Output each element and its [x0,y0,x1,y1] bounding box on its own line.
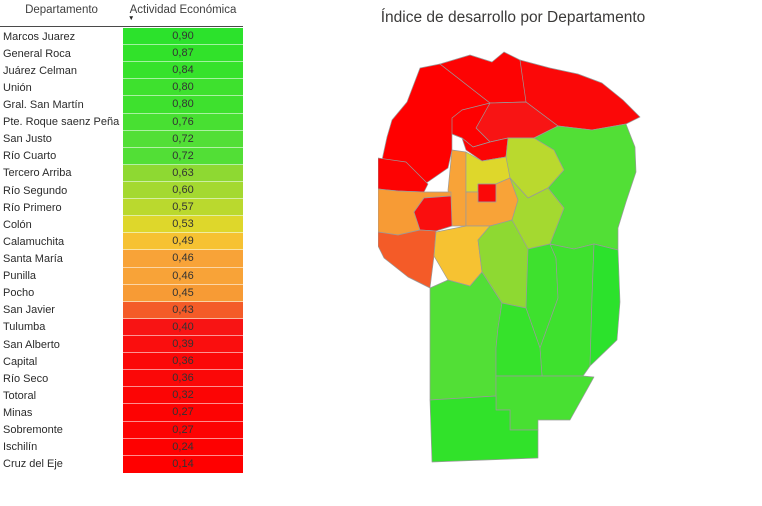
department-name-cell[interactable]: Santa María [0,250,123,268]
table-row[interactable]: Marcos Juarez 0,90 [0,28,243,46]
map-region-punilla[interactable]: Punilla 0,46 [447,149,467,227]
map-region-capital[interactable]: Capital 0,36 [477,183,497,203]
activity-value-cell[interactable]: 0,43 [123,301,243,319]
map-title: Índice de desarrollo por Departamento [380,9,646,26]
activity-value-cell[interactable]: 0,84 [123,62,243,80]
table-row[interactable]: Capital 0,36 [0,353,243,371]
column-header-departamento[interactable]: Departamento [25,4,98,16]
department-name-cell[interactable]: Cruz del Eje [0,455,123,473]
department-name-cell[interactable]: San Alberto [0,335,123,354]
table-row[interactable]: San Javier 0,43 [0,301,243,319]
table-visual: Departamento Actividad Económica ▼ Marco… [0,0,244,480]
activity-value-cell[interactable]: 0,27 [123,421,243,439]
activity-value-cell[interactable]: 0,39 [123,335,243,354]
activity-value-cell[interactable]: 0,80 [123,79,243,97]
department-name-cell[interactable]: Río Segundo [0,181,123,200]
table-row[interactable]: Río Seco 0,36 [0,370,243,388]
activity-value-cell[interactable]: 0,72 [123,147,243,165]
table-row[interactable]: General Roca 0,87 [0,45,243,63]
department-name-cell[interactable]: Tulumba [0,318,123,336]
department-name-cell[interactable]: Pocho [0,284,123,302]
table-row[interactable]: Pocho 0,45 [0,284,243,302]
map-region-rio-cuarto[interactable]: Río Cuarto 0,72 [429,271,503,401]
department-name-cell[interactable]: San Javier [0,301,123,319]
activity-value-cell[interactable]: 0,32 [123,387,243,405]
department-name-cell[interactable]: Sobremonte [0,421,123,439]
department-name-cell[interactable]: Unión [0,79,123,97]
sort-descending-icon[interactable]: ▼ [128,15,135,22]
map-region-marcos-juarez[interactable]: Marcos Juarez 0,90 [589,243,621,367]
table-row[interactable]: Cruz del Eje 0,14 [0,455,243,473]
department-name-cell[interactable]: Juárez Celman [0,62,123,80]
department-name-cell[interactable]: Río Seco [0,370,123,388]
activity-value-cell[interactable]: 0,72 [123,130,243,148]
table-row[interactable]: Sobremonte 0,27 [0,421,243,439]
activity-value-cell[interactable]: 0,57 [123,199,243,217]
department-name-cell[interactable]: Gral. San Martín [0,96,123,114]
activity-value-cell[interactable]: 0,14 [123,455,243,473]
table-row[interactable]: San Alberto 0,39 [0,335,243,354]
table-row[interactable]: Juárez Celman 0,84 [0,62,243,80]
department-name-cell[interactable]: Minas [0,404,123,422]
activity-value-cell[interactable]: 0,60 [123,181,243,200]
department-name-cell[interactable]: Punilla [0,267,123,285]
table-row[interactable]: Tulumba 0,40 [0,318,243,336]
department-name-cell[interactable]: Capital [0,353,123,371]
table-row[interactable]: San Justo 0,72 [0,130,243,148]
table-row[interactable]: Punilla 0,46 [0,267,243,285]
activity-value-cell[interactable]: 0,45 [123,284,243,302]
activity-value-cell[interactable]: 0,49 [123,233,243,251]
activity-value-cell[interactable]: 0,46 [123,250,243,268]
map-region-san-javier[interactable]: San Javier 0,43 [378,229,437,289]
activity-value-cell[interactable]: 0,27 [123,404,243,422]
department-name-cell[interactable]: Colón [0,216,123,234]
department-name-cell[interactable]: Totoral [0,387,123,405]
activity-value-cell[interactable]: 0,46 [123,267,243,285]
department-name-cell[interactable]: Marcos Juarez [0,28,123,46]
table-body: Marcos Juarez 0,90 General Roca 0,87 Juárez … [0,28,243,473]
activity-value-cell[interactable]: 0,40 [123,318,243,336]
activity-value-cell[interactable]: 0,90 [123,28,243,46]
table-row[interactable]: Pte. Roque saenz Peña 0,76 [0,113,243,131]
department-name-cell[interactable]: General Roca [0,45,123,63]
table-row[interactable]: Río Primero 0,57 [0,199,243,217]
department-name-cell[interactable]: Río Cuarto [0,147,123,165]
activity-value-cell[interactable]: 0,63 [123,164,243,182]
activity-value-cell[interactable]: 0,76 [123,113,243,131]
table-row[interactable]: Río Segundo 0,60 [0,181,243,200]
table-row[interactable]: Calamuchita 0,49 [0,233,243,251]
department-name-cell[interactable]: San Justo [0,130,123,148]
activity-value-cell[interactable]: 0,53 [123,216,243,234]
table-row[interactable]: Santa María 0,46 [0,250,243,268]
activity-value-cell[interactable]: 0,87 [123,45,243,63]
table-row[interactable]: Totoral 0,32 [0,387,243,405]
department-name-cell[interactable]: Río Primero [0,199,123,217]
table-row[interactable]: Minas 0,27 [0,404,243,422]
department-name-cell[interactable]: Tercero Arriba [0,164,123,182]
department-name-cell[interactable]: Calamuchita [0,233,123,251]
department-name-cell[interactable]: Pte. Roque saenz Peña [0,113,123,131]
activity-value-cell[interactable]: 0,36 [123,353,243,371]
table-header: Departamento Actividad Económica ▼ [0,0,243,27]
table-row[interactable]: Tercero Arriba 0,63 [0,164,243,182]
table-row[interactable]: Río Cuarto 0,72 [0,147,243,165]
table-row[interactable]: Ischilín 0,24 [0,438,243,456]
department-name-cell[interactable]: Ischilín [0,438,123,456]
table-row[interactable]: Gral. San Martín 0,80 [0,96,243,114]
map-region-saenz-pena[interactable]: Pte. Roque saenz Peña 0,76 [495,375,595,431]
map-region-general-roca[interactable]: General Roca 0,87 [429,395,539,463]
column-header-actividad-economica[interactable]: Actividad Económica [129,4,237,16]
activity-value-cell[interactable]: 0,80 [123,96,243,114]
activity-value-cell[interactable]: 0,36 [123,370,243,388]
table-row[interactable]: Colón 0,53 [0,216,243,234]
activity-value-cell[interactable]: 0,24 [123,438,243,456]
table-row[interactable]: Unión 0,80 [0,79,243,97]
